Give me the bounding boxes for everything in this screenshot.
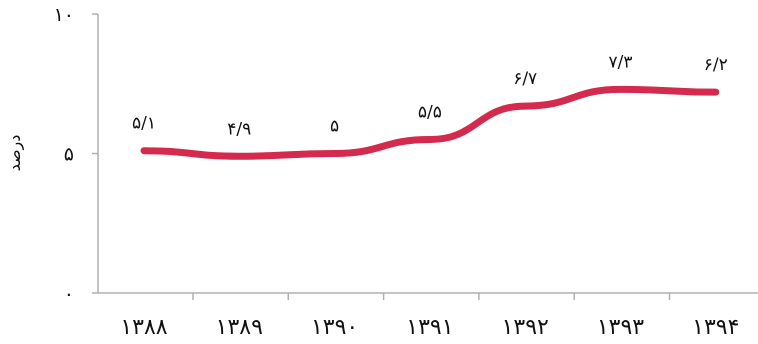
x-tick-label: ۱۳۹۳ — [597, 315, 644, 340]
x-tick-label: ۱۳۹۲ — [502, 315, 549, 340]
data-label: ۷/۳ — [609, 52, 633, 72]
data-labels-group: ۵/۱ ۴/۹ ۵ ۵/۵ ۶/۷ ۷/۳ ۶/۲ — [132, 52, 728, 139]
series-group — [140, 85, 720, 160]
x-tick-label: ۱۳۹۰ — [311, 315, 358, 340]
data-label: ۵/۵ — [418, 103, 442, 123]
y-tick-label: ۱۰ — [54, 4, 74, 26]
data-label: ۴/۹ — [227, 119, 251, 139]
y-axis-title: درصد — [5, 135, 25, 172]
x-tick-label: ۱۳۹۴ — [692, 315, 739, 340]
x-tick-label: ۱۳۹۱ — [406, 315, 453, 340]
data-label: ۵ — [330, 117, 339, 137]
data-label: ۵/۱ — [132, 114, 156, 134]
x-tick-label: ۱۳۸۹ — [216, 315, 263, 340]
data-label: ۶/۲ — [704, 55, 728, 75]
x-axis-ticks: ۱۳۸۸ ۱۳۸۹ ۱۳۹۰ ۱۳۹۱ ۱۳۹۲ ۱۳۹۳ ۱۳۹۴ — [120, 293, 739, 340]
x-tick-label: ۱۳۸۸ — [120, 315, 167, 340]
y-tick-label: ۰ — [64, 283, 74, 305]
data-label: ۶/۷ — [513, 69, 537, 89]
y-axis-ticks: ۰ ۵ ۱۰ — [54, 4, 98, 305]
y-tick-label: ۵ — [64, 144, 74, 166]
